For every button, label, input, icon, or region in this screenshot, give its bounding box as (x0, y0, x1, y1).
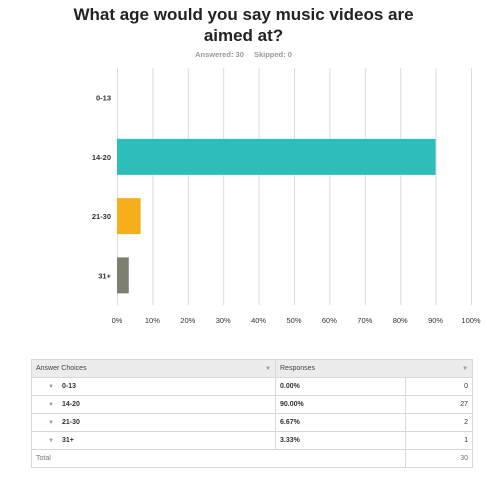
expand-arrow-icon[interactable]: ▼ (48, 438, 54, 444)
x-tick-label: 70% (357, 316, 372, 325)
skipped-count: Skipped: 0 (253, 50, 292, 59)
response-percent: 6.67% (274, 413, 407, 432)
x-tick-label: 0% (112, 316, 123, 325)
bar-chart: 0% 10% 20% 30% 40% 50% 60% 70% 80% 90% 100% 0-13 14-… (92, 68, 481, 325)
x-tick-label: 10% (145, 316, 160, 325)
category-label: 21-30 (92, 212, 111, 221)
response-count: 27 (405, 395, 473, 414)
response-percent: 3.33% (274, 431, 407, 450)
responses-table: Answer Choices ▼ Responses ▼ ▼ 0-13 0.00%… (30, 359, 473, 468)
sort-caret-icon[interactable]: ▼ (265, 365, 271, 372)
choice-label: 21-30 (62, 419, 80, 426)
category-label: 14-20 (92, 153, 111, 162)
response-summary: Answered: 30 Skipped: 0 (0, 50, 487, 59)
answer-choices-header-label: Answer Choices (36, 365, 87, 372)
answered-count: Answered: 30 (195, 50, 244, 59)
x-tick-label: 80% (393, 316, 408, 325)
total-count: 30 (405, 449, 473, 468)
choice-label: 14-20 (62, 401, 80, 408)
total-label: Total (30, 449, 407, 468)
chart-title: What age would you say music videos are … (73, 5, 414, 45)
category-label: 0-13 (96, 94, 111, 103)
x-tick-label: 50% (286, 316, 301, 325)
x-tick-label: 20% (180, 316, 195, 325)
response-count: 2 (405, 413, 473, 432)
sort-caret-icon[interactable]: ▼ (462, 365, 468, 372)
expand-arrow-icon[interactable]: ▼ (48, 384, 54, 390)
table-row: ▼ 14-20 90.00% 27 (31, 395, 473, 414)
expand-arrow-icon[interactable]: ▼ (48, 402, 54, 408)
response-percent: 90.00% (274, 395, 407, 414)
response-percent: 0.00% (274, 377, 407, 396)
responses-header[interactable]: Responses ▼ (275, 359, 473, 378)
choice-label: 0-13 (62, 383, 77, 390)
responses-header-label: Responses (280, 365, 316, 372)
table-row: ▼ 0-13 0.00% 0 (31, 377, 473, 396)
bar (117, 257, 129, 294)
response-count: 1 (405, 431, 473, 450)
answer-choices-header[interactable]: Answer Choices ▼ (31, 359, 276, 378)
x-tick-label: 40% (251, 316, 266, 325)
x-tick-label: 30% (216, 316, 231, 325)
bar (117, 198, 141, 235)
response-count: 0 (405, 377, 473, 396)
bar (117, 138, 436, 175)
x-tick-label: 60% (322, 316, 337, 325)
x-tick-label: 100% (461, 316, 481, 325)
category-label: 31+ (98, 271, 111, 280)
table-header-row: Answer Choices ▼ Responses ▼ (31, 359, 473, 378)
expand-arrow-icon[interactable]: ▼ (48, 420, 54, 426)
table-row: ▼ 21-30 6.67% 2 (31, 413, 473, 432)
choice-label: 31+ (62, 437, 74, 444)
table-row: ▼ 31+ 3.33% 1 (31, 431, 473, 450)
x-tick-label: 90% (428, 316, 443, 325)
total-row: Total 30 (30, 449, 473, 468)
